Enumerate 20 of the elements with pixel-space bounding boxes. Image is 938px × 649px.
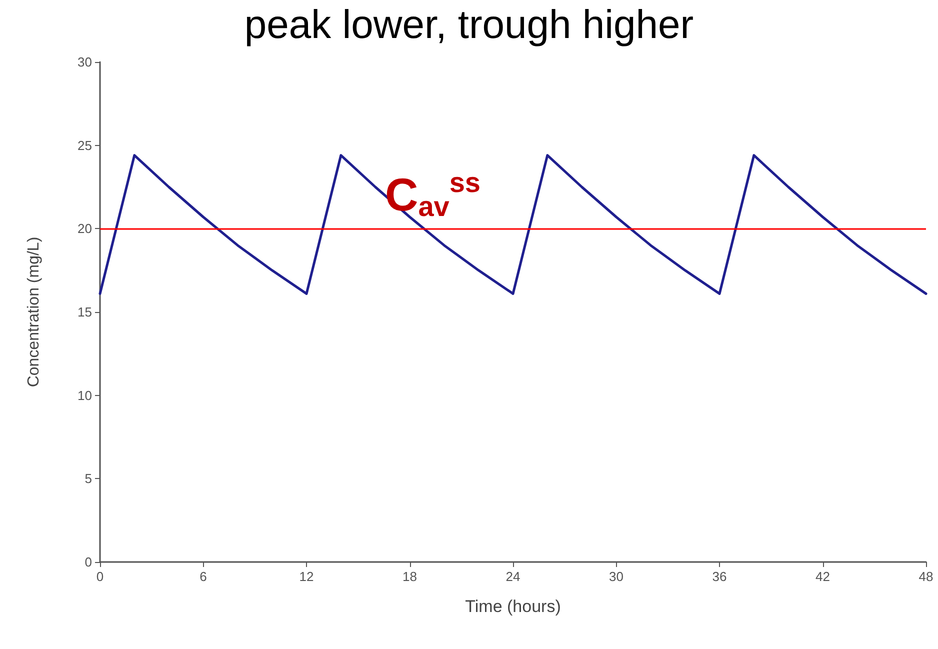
y-tick-label: 0: [84, 554, 92, 570]
y-tick-label: 20: [78, 221, 92, 236]
line-series: [98, 154, 928, 295]
x-tick-label: 12: [299, 569, 314, 584]
chart-title: peak lower, trough higher: [244, 3, 694, 47]
y-tick-label: 15: [78, 304, 92, 320]
y-tick-label: 5: [84, 471, 92, 486]
x-tick-label: 18: [402, 569, 417, 584]
x-tick-label: 48: [918, 569, 934, 584]
y-axis-title: Concentration (mg/L): [26, 236, 42, 388]
y-tick-label: 10: [78, 388, 92, 403]
x-tick-label: 36: [712, 569, 727, 584]
y-tick-label: 30: [78, 54, 92, 70]
y-tick-label: 25: [78, 138, 92, 153]
x-tick-label: 6: [200, 569, 207, 584]
x-tick-label: 42: [816, 569, 830, 584]
x-axis-title: Time (hours): [465, 597, 561, 616]
x-tick-label: 24: [506, 569, 520, 584]
x-tick-label: 30: [609, 569, 624, 584]
x-tick-label: 0: [96, 569, 104, 584]
